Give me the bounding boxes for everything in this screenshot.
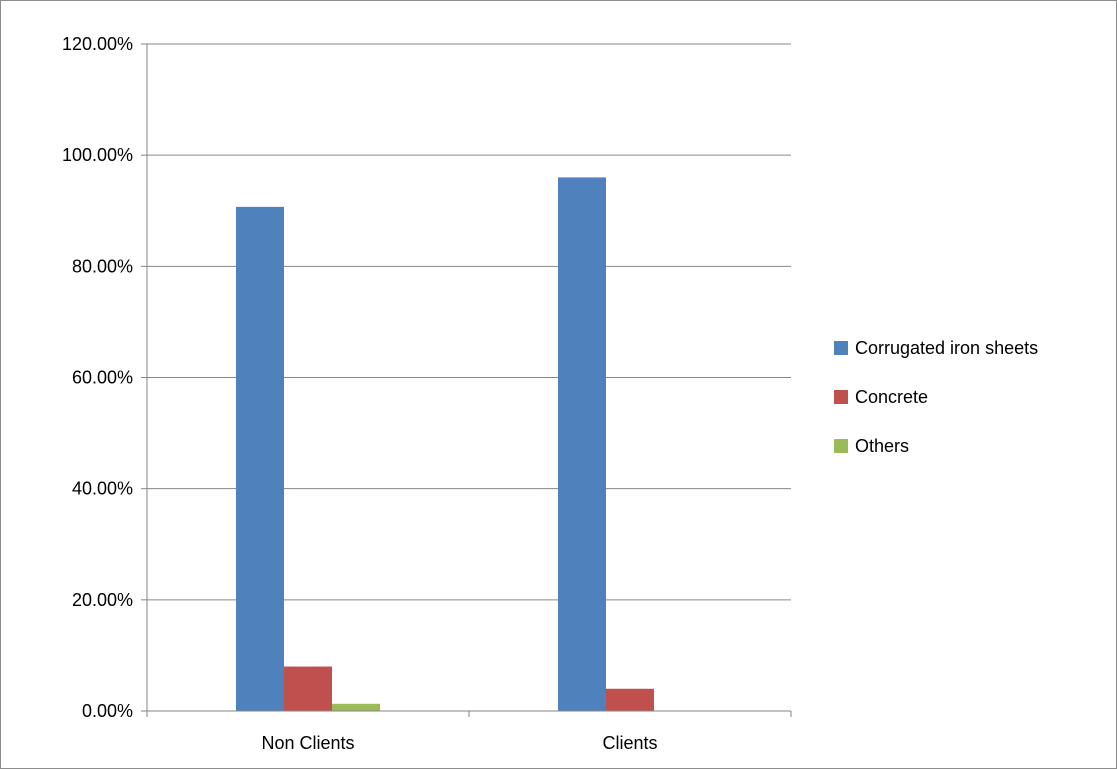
y-tick-labels: 0.00% 20.00% 40.00% 60.00% 80.00% 100.00% 120.… — [62, 34, 133, 721]
bar-corrugated-iron-sheets-clients — [558, 177, 606, 711]
legend-swatch — [834, 341, 848, 355]
legend-entry-label: Corrugated iron sheets — [855, 338, 1038, 358]
bar-concrete-non-clients — [284, 666, 332, 711]
legend-swatch — [834, 390, 848, 404]
y-tick-label: 80.00% — [72, 256, 133, 276]
y-tick-label: 60.00% — [72, 368, 133, 388]
y-tick-label: 100.00% — [62, 145, 133, 165]
legend-swatch — [834, 439, 848, 453]
legend-entry-label: Others — [855, 436, 909, 456]
bars — [236, 177, 654, 711]
x-tick-label: Clients — [602, 733, 657, 753]
legend-entry-label: Concrete — [855, 387, 928, 407]
legend: Corrugated iron sheets Concrete Others — [834, 338, 1038, 456]
y-tick-label: 40.00% — [72, 479, 133, 499]
y-tick-label: 20.00% — [72, 590, 133, 610]
y-tick-label: 0.00% — [82, 701, 133, 721]
bar-corrugated-iron-sheets-non-clients — [236, 206, 284, 711]
bar-others-non-clients — [332, 703, 380, 711]
x-tick-label: Non Clients — [261, 733, 354, 753]
y-tick-label: 120.00% — [62, 34, 133, 54]
bar-concrete-clients — [606, 688, 654, 711]
axes — [141, 43, 792, 717]
x-tick-labels: Non Clients Clients — [261, 733, 657, 753]
